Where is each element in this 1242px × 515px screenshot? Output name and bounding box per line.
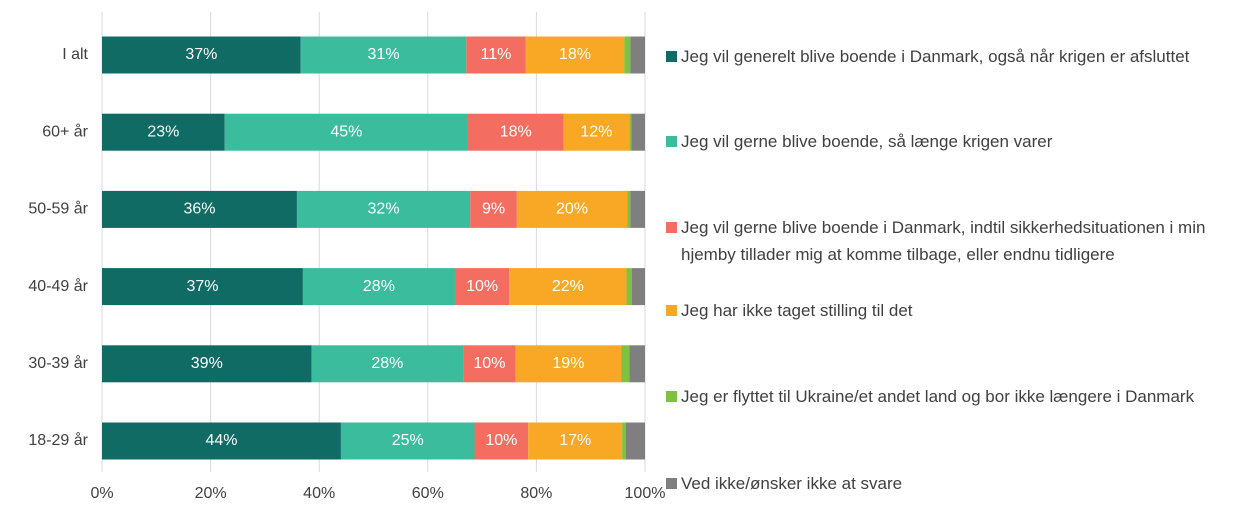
data-label: 25% xyxy=(392,432,424,449)
bar-segment xyxy=(516,190,628,228)
legend-swatch xyxy=(666,305,677,316)
bar-segment xyxy=(627,190,631,228)
x-tick-label: 100% xyxy=(625,485,666,502)
bar-segment xyxy=(624,36,631,74)
bar-segment xyxy=(528,422,623,460)
data-label: 18% xyxy=(559,46,591,63)
bar-segment xyxy=(102,36,301,74)
bar-segment xyxy=(296,190,471,228)
bar-segment xyxy=(515,345,622,383)
bar-segment xyxy=(509,268,627,306)
legend-item: Jeg har ikke taget stilling til det xyxy=(666,297,1240,324)
legend-item: Ved ikke/ønsker ikke at svare xyxy=(666,470,1240,497)
bar-segment xyxy=(340,422,475,460)
data-label: 9% xyxy=(482,201,505,218)
legend-label: Jeg har ikke taget stilling til det xyxy=(681,301,913,320)
x-tick-label: 0% xyxy=(90,485,113,502)
bar-segment xyxy=(525,36,625,74)
legend-label: Jeg vil gerne blive boende, så længe kri… xyxy=(681,132,1053,151)
bar-segment xyxy=(630,190,645,228)
x-tick-label: 20% xyxy=(195,485,227,502)
legend-item: Jeg vil gerne blive boende, så længe kri… xyxy=(666,128,1240,155)
x-tick-label: 60% xyxy=(412,485,444,502)
data-label: 28% xyxy=(371,355,403,372)
bar-segment xyxy=(102,268,303,306)
legend-item: Jeg vil gerne blive boende i Danmark, in… xyxy=(666,214,1240,268)
data-label: 20% xyxy=(556,201,588,218)
legend-swatch xyxy=(666,136,677,147)
bar-segment xyxy=(629,345,645,383)
bar-segment xyxy=(622,422,626,460)
y-tick-label: 60+ år xyxy=(42,122,88,140)
legend-label: Jeg er flyttet til Ukraine/et andet land… xyxy=(681,387,1195,406)
y-tick-label: 40-49 år xyxy=(28,277,88,295)
bar-segment xyxy=(102,113,225,151)
y-tick-label: I alt xyxy=(62,46,88,63)
data-label: 11% xyxy=(481,46,512,63)
y-tick-label: 18-29 år xyxy=(28,431,88,449)
bar-segment xyxy=(626,268,632,306)
data-label: 10% xyxy=(473,355,505,372)
bar-segment xyxy=(470,190,517,228)
legend-item: Jeg er flyttet til Ukraine/et andet land… xyxy=(666,383,1240,410)
legend-item: Jeg vil generelt blive boende i Danmark,… xyxy=(666,43,1240,70)
bar-segment xyxy=(474,422,529,460)
data-label: 23% xyxy=(147,123,179,140)
bar-segment xyxy=(467,113,564,151)
legend-swatch xyxy=(666,51,677,62)
y-tick-label: 30-39 år xyxy=(28,354,88,372)
bar-segment xyxy=(102,190,297,228)
data-label: 37% xyxy=(186,278,218,295)
legend-label: Ved ikke/ønsker ikke at svare xyxy=(681,474,903,493)
data-label: 36% xyxy=(183,201,215,218)
bar-segment xyxy=(631,268,645,306)
data-label: 37% xyxy=(185,46,217,63)
data-label: 10% xyxy=(485,432,517,449)
bar-segment xyxy=(630,36,645,74)
x-tick-label: 40% xyxy=(303,485,335,502)
x-tick-label: 80% xyxy=(520,485,552,502)
legend-swatch xyxy=(666,391,677,402)
legend-label: Jeg vil gerne blive boende i Danmark, in… xyxy=(681,218,1206,264)
data-label: 32% xyxy=(368,201,400,218)
bar-segment xyxy=(300,36,467,74)
bar-segment xyxy=(563,113,630,151)
bar-segment xyxy=(466,36,526,74)
data-label: 39% xyxy=(191,355,223,372)
data-label: 28% xyxy=(363,278,395,295)
bar-segment xyxy=(621,345,630,383)
bar-segment xyxy=(302,268,455,306)
data-label: 18% xyxy=(500,123,532,140)
legend-label: Jeg vil generelt blive boende i Danmark,… xyxy=(681,47,1190,66)
y-tick-label: 50-59 år xyxy=(28,200,88,218)
bar-segment xyxy=(625,422,645,460)
bar-segment xyxy=(224,113,468,151)
data-label: 31% xyxy=(368,46,400,63)
data-label: 17% xyxy=(559,432,591,449)
legend-swatch xyxy=(666,222,677,233)
bar-segment xyxy=(102,345,312,383)
bar-segment xyxy=(631,113,645,151)
bar-segment xyxy=(463,345,516,383)
bar-segment xyxy=(102,422,341,460)
bar-segment xyxy=(629,113,632,151)
bar-segment xyxy=(454,268,510,306)
bar-segment xyxy=(311,345,464,383)
data-label: 44% xyxy=(205,432,237,449)
data-label: 19% xyxy=(552,355,584,372)
data-label: 12% xyxy=(580,123,612,140)
data-label: 45% xyxy=(330,123,362,140)
legend-swatch xyxy=(666,478,677,489)
data-label: 22% xyxy=(552,278,584,295)
data-label: 10% xyxy=(466,278,498,295)
